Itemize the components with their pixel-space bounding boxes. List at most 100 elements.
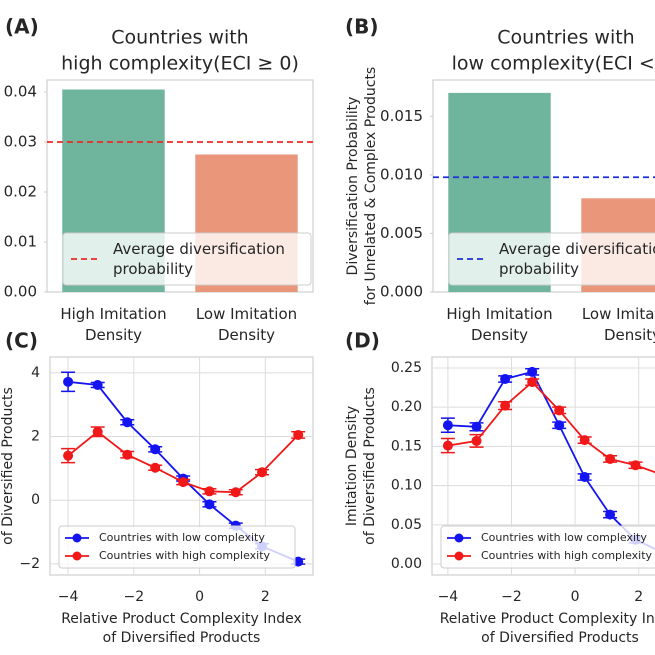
point [442,420,453,431]
y-axis-label: Imitation Density [344,406,360,526]
point [122,449,133,460]
point [257,467,268,478]
point [204,499,215,510]
x-tick-label: 2 [261,589,270,605]
x-tick-label: 2 [634,589,643,605]
x-tick-label: 0 [195,589,204,605]
text-line: Density [471,326,528,344]
y-tick-label: 0.25 [391,360,422,376]
legend-label: Average diversification probability [499,240,655,278]
x-tick-label: 0 [571,589,580,605]
legend-box [58,525,296,569]
text-line: probability [499,260,579,278]
text-line: Density [218,326,275,344]
x-tick-label: High Imitation Density [60,305,166,344]
panel-label: (B) [345,15,379,39]
point [293,556,304,567]
legend-label: Countries with high complexity [481,549,653,562]
x-tick-label: Low Imitation Density [196,305,297,344]
text-line: High Imitation [60,305,166,323]
point [500,400,511,411]
point [554,405,565,416]
legend-label: Average diversification probability [113,240,285,278]
text-line: Average diversification [499,240,655,258]
x-axis-label: of Diversified Products [481,630,639,646]
text-line: Average diversification [113,240,285,258]
text-line: Density [604,326,655,344]
legend-box [448,232,655,286]
x-tick-label: −4 [58,589,79,605]
chart-title: high complexity(ECI ≥ 0) [61,53,299,75]
legend-label: Countries with low complexity [99,531,265,544]
point [150,444,161,455]
text-line: Low Imitation [196,305,297,323]
chart-title: low complexity(ECI < 0) [452,53,655,75]
point [178,477,189,488]
panel-label: (D) [345,329,380,353]
x-tick-label: −2 [501,589,522,605]
y-tick-label: 0.03 [4,133,37,151]
point [230,487,241,498]
y-tick-label: 0.04 [4,83,37,101]
legend-marker [454,551,464,561]
chart-title: Countries with [111,27,248,49]
point [63,450,74,461]
y-tick-label: 0.00 [391,556,422,572]
chart-title: Countries with [497,27,634,49]
x-tick-label: −4 [438,589,459,605]
legend-marker [72,533,82,543]
panel-label: (A) [5,15,39,39]
x-tick-label: High Imitation Density [446,305,552,344]
legend-box [62,232,312,286]
y-tick-label: −2 [19,556,40,572]
y-axis-label: of Diversified Products [362,387,378,545]
point [122,417,133,428]
text-line: High Imitation [446,305,552,323]
point [293,429,304,440]
point [500,373,511,384]
point [579,435,590,446]
x-axis-label: of Diversified Products [103,630,261,646]
y-tick-label: 4 [31,365,40,381]
y-tick-label: 0.02 [4,183,37,201]
panel-label: (C) [5,329,38,353]
point [527,366,538,377]
point [442,440,453,451]
point [605,453,616,464]
y-tick-label: 0 [31,492,40,508]
point [579,471,590,482]
x-axis-label: Relative Product Complexity Index [440,611,655,627]
point [630,460,641,471]
text-line: Density [85,326,142,344]
x-axis-label: Relative Product Complexity Index [61,611,302,627]
y-tick-label: 0.01 [4,233,37,251]
point [605,509,616,520]
point [204,486,215,497]
legend-label: Countries with low complexity [481,531,647,544]
y-tick-label: 0.15 [391,438,422,454]
y-tick-label: 0.00 [4,283,37,301]
y-tick-label: 0.05 [391,517,422,533]
y-tick-label: 0.000 [380,283,423,301]
y-axis-label: Diversification Probability [345,97,361,276]
y-tick-label: 0.20 [391,399,422,415]
text-line: probability [113,260,193,278]
y-tick-label: 0.10 [391,478,422,494]
point [471,435,482,446]
legend-box [440,525,655,569]
legend-label: Countries with high complexity [99,549,271,562]
y-tick-label: 2 [31,429,40,445]
y-tick-label: 0.015 [380,107,423,125]
point [471,421,482,432]
point [527,377,538,388]
point [92,426,103,437]
y-axis-label: of Diversified Products [0,387,16,545]
text-line: Low Imitation [582,305,655,323]
y-axis-label: for Unrelated & Complex Products [363,67,379,305]
point [554,420,565,431]
point [92,380,103,391]
legend-marker [72,551,82,561]
x-tick-label: −2 [124,589,145,605]
y-tick-label: 0.005 [380,224,423,242]
